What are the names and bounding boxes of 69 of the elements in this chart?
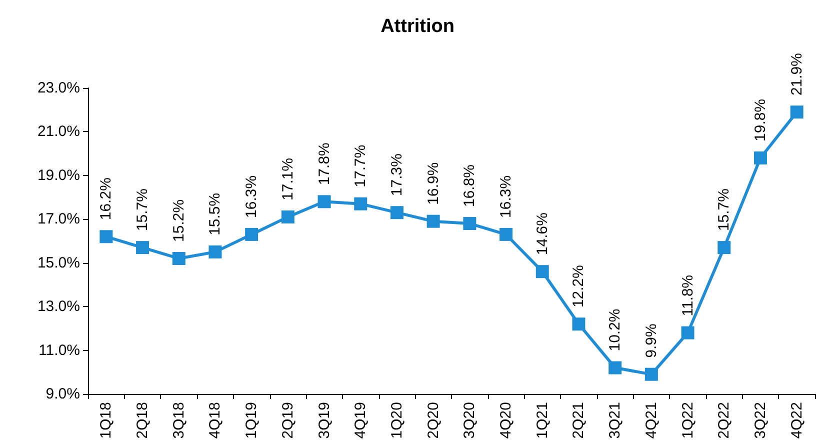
point xyxy=(208,245,222,258)
point xyxy=(500,228,513,241)
x-tick-label: 2Q19 xyxy=(279,402,296,439)
point xyxy=(608,361,622,374)
x-tick-label: 1Q18 xyxy=(98,402,115,439)
x-tick-label: 3Q21 xyxy=(606,402,624,439)
x-tick-label: 2Q20 xyxy=(424,402,442,439)
point xyxy=(572,318,586,331)
data-label: 16.8% xyxy=(461,164,478,208)
data-label: 17.8% xyxy=(316,142,333,186)
data-label: 19.8% xyxy=(752,98,769,142)
point xyxy=(681,326,694,340)
data-label: 17.1% xyxy=(279,158,296,200)
data-label: 17.3% xyxy=(388,154,406,196)
data-label: 14.6% xyxy=(534,212,551,256)
data-label: 16.2% xyxy=(98,178,115,220)
point xyxy=(172,252,186,265)
point xyxy=(463,217,476,230)
point xyxy=(790,106,804,119)
x-tick-label: 1Q20 xyxy=(388,402,406,439)
data-label: 12.2% xyxy=(570,265,588,308)
y-tick-label: 15.0% xyxy=(37,254,80,272)
x-tick-label: 4Q19 xyxy=(352,402,370,439)
x-tick-label: 1Q21 xyxy=(534,402,551,439)
point xyxy=(136,241,150,254)
x-tick-label: 2Q18 xyxy=(134,402,152,439)
x-tick-label: 2Q22 xyxy=(716,402,733,439)
x-tick-label: 1Q19 xyxy=(243,402,260,439)
y-tick-label: 13.0% xyxy=(37,298,80,316)
data-label: 17.7% xyxy=(352,144,370,188)
x-tick-label: 4Q18 xyxy=(206,402,224,439)
data-label: 15.7% xyxy=(134,188,152,232)
x-tick-label: 3Q22 xyxy=(752,402,769,439)
point xyxy=(354,197,368,210)
data-label: 16.3% xyxy=(498,175,515,218)
chart-title: Attrition xyxy=(380,16,454,37)
point xyxy=(100,230,113,244)
data-label: 11.8% xyxy=(679,274,696,316)
point xyxy=(426,214,440,228)
point xyxy=(390,206,404,220)
point xyxy=(536,265,549,278)
y-tick-label: 9.0% xyxy=(46,386,80,402)
data-label: 10.2% xyxy=(606,308,624,352)
point xyxy=(644,368,658,381)
y-tick-label: 21.0% xyxy=(37,123,80,140)
y-tick-label: 17.0% xyxy=(37,210,80,228)
data-label: 9.9% xyxy=(642,324,660,358)
x-tick-label: 2Q21 xyxy=(570,402,588,439)
data-label: 15.7% xyxy=(716,188,733,232)
data-label: 15.5% xyxy=(206,192,224,236)
y-tick-label: 19.0% xyxy=(37,166,80,184)
data-label: 15.2% xyxy=(170,199,188,242)
x-tick-label: 3Q19 xyxy=(316,402,333,439)
point xyxy=(245,228,258,241)
point xyxy=(718,241,731,254)
x-tick-label: 4Q21 xyxy=(642,402,660,439)
y-tick-label: 23.0% xyxy=(37,80,80,96)
x-tick-label: 4Q22 xyxy=(788,402,806,439)
point xyxy=(281,210,294,224)
data-label: 16.9% xyxy=(424,162,442,205)
y-tick-label: 11.0% xyxy=(38,342,80,359)
x-tick-label: 1Q22 xyxy=(679,402,696,439)
x-tick-label: 3Q18 xyxy=(170,402,188,439)
point xyxy=(754,151,767,164)
x-tick-label: 3Q20 xyxy=(461,402,478,439)
data-label: 21.9% xyxy=(788,52,806,96)
x-tick-label: 4Q20 xyxy=(498,402,515,439)
data-label: 16.3% xyxy=(243,175,260,218)
point xyxy=(318,195,331,208)
